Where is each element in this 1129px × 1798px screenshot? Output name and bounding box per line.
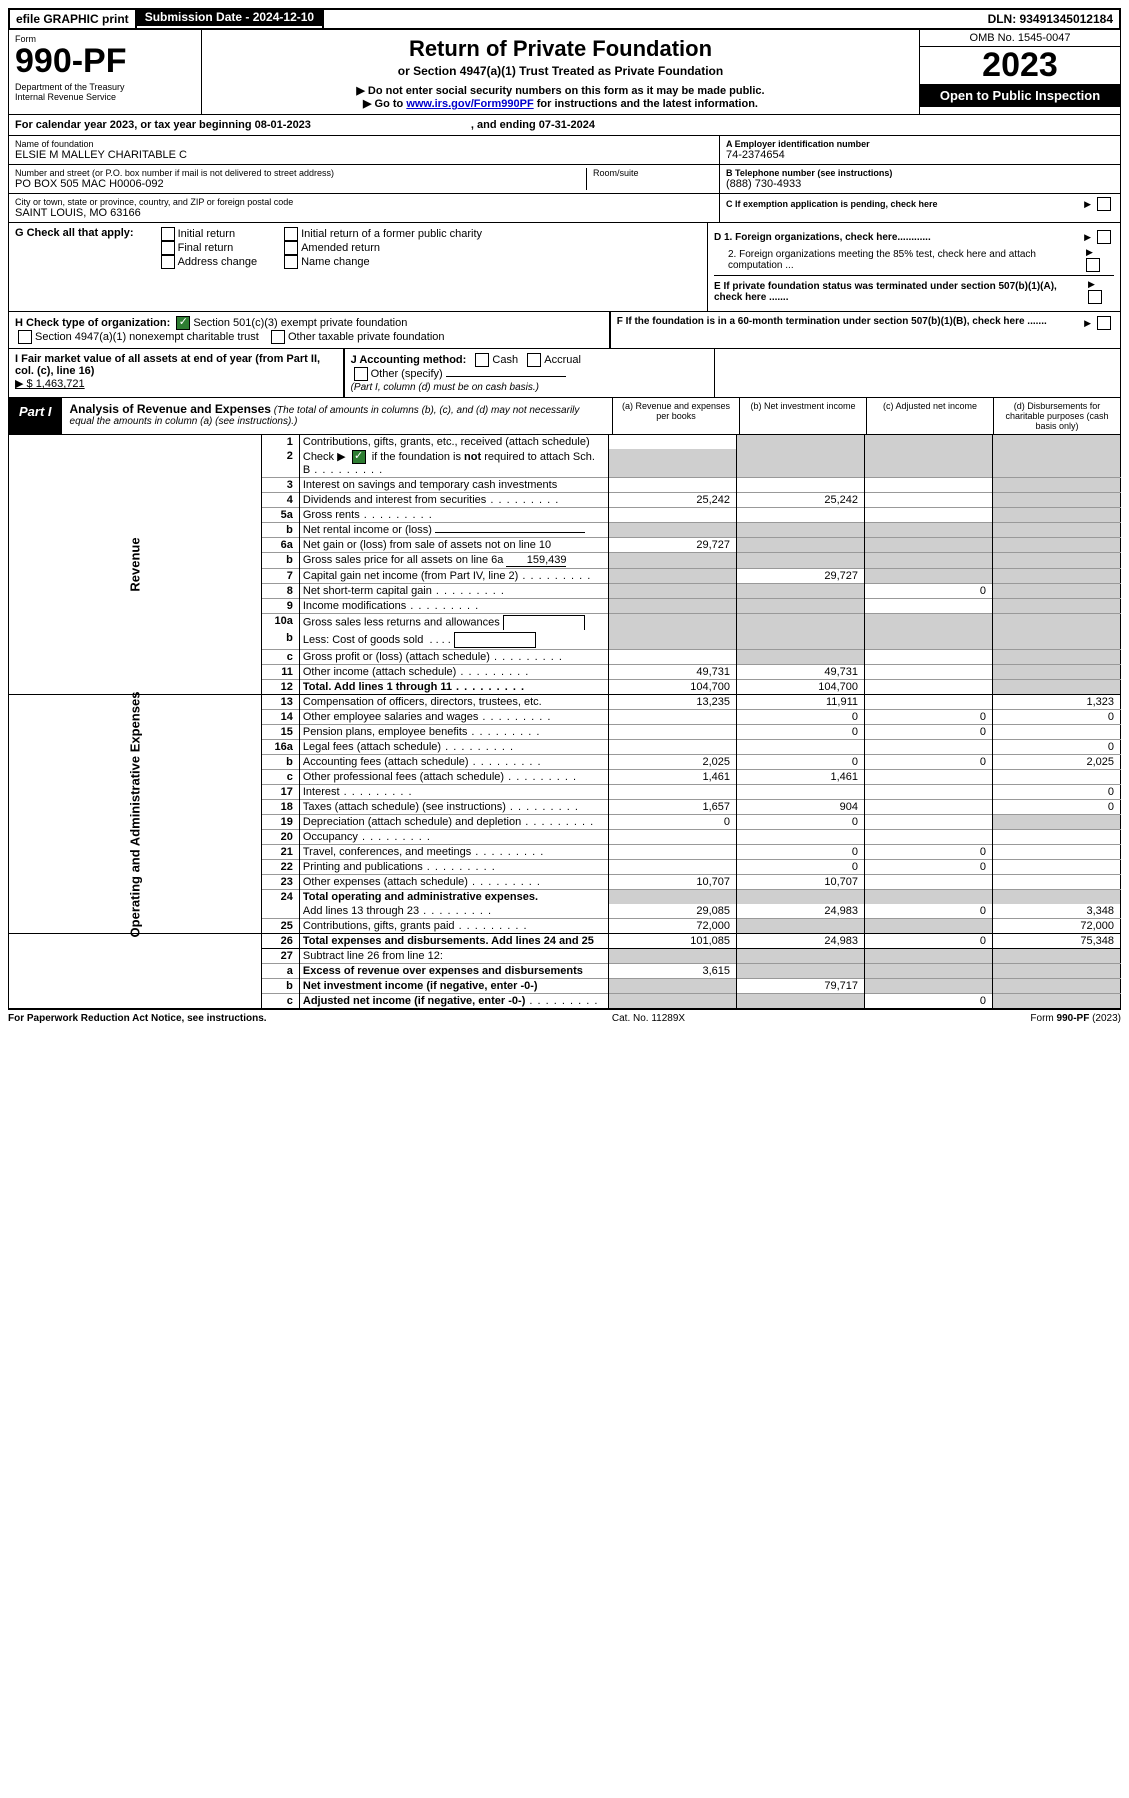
omb-number: OMB No. 1545-0047 bbox=[920, 30, 1120, 47]
exemption-pending-label: C If exemption application is pending, c… bbox=[726, 199, 938, 209]
dln-label: DLN: 93491345012184 bbox=[982, 10, 1119, 28]
accrual-cb[interactable] bbox=[527, 353, 541, 367]
h-other-cb[interactable] bbox=[271, 330, 285, 344]
street-address: PO BOX 505 MAC H0006-092 bbox=[15, 178, 586, 190]
h-label: H Check type of organization: bbox=[15, 317, 170, 329]
tax-year: 2023 bbox=[920, 47, 1120, 84]
irs-label: Internal Revenue Service bbox=[15, 92, 195, 102]
f-checkbox[interactable] bbox=[1097, 316, 1111, 330]
ssn-note: ▶ Do not enter social security numbers o… bbox=[210, 84, 911, 97]
name-change-cb[interactable] bbox=[284, 255, 298, 269]
i-label: I Fair market value of all assets at end… bbox=[15, 353, 320, 377]
initial-former-cb[interactable] bbox=[284, 227, 298, 241]
addr-label: Number and street (or P.O. box number if… bbox=[15, 168, 586, 178]
ein-value: 74-2374654 bbox=[726, 149, 1114, 161]
calendar-year-row: For calendar year 2023, or tax year begi… bbox=[8, 115, 1121, 136]
foundation-name: ELSIE M MALLEY CHARITABLE C bbox=[15, 149, 713, 161]
city-label: City or town, state or province, country… bbox=[15, 197, 713, 207]
e-checkbox[interactable] bbox=[1088, 290, 1102, 304]
open-inspection: Open to Public Inspection bbox=[920, 84, 1120, 107]
d2-checkbox[interactable] bbox=[1086, 258, 1100, 272]
paperwork-notice: For Paperwork Reduction Act Notice, see … bbox=[8, 1013, 267, 1024]
page-footer: For Paperwork Reduction Act Notice, see … bbox=[8, 1009, 1121, 1024]
amended-return-cb[interactable] bbox=[284, 241, 298, 255]
table-row: Operating and Administrative Expenses 13… bbox=[9, 695, 1121, 710]
part1-table: Revenue 1 Contributions, gifts, grants, … bbox=[8, 435, 1121, 1009]
room-label: Room/suite bbox=[593, 168, 713, 178]
col-d-header: (d) Disbursements for charitable purpose… bbox=[993, 398, 1120, 434]
form-title: Return of Private Foundation bbox=[210, 36, 911, 62]
name-label: Name of foundation bbox=[15, 139, 713, 149]
h-501c3-cb[interactable] bbox=[176, 316, 190, 330]
j-note: (Part I, column (d) must be on cash basi… bbox=[351, 382, 539, 393]
table-row: Revenue 1 Contributions, gifts, grants, … bbox=[9, 435, 1121, 449]
ein-label: A Employer identification number bbox=[726, 139, 1114, 149]
col-c-header: (c) Adjusted net income bbox=[866, 398, 993, 434]
phone-label: B Telephone number (see instructions) bbox=[726, 168, 1114, 178]
table-row: 26Total expenses and disbursements. Add … bbox=[9, 934, 1121, 949]
city-state-zip: SAINT LOUIS, MO 63166 bbox=[15, 207, 713, 219]
form-number: 990-PF bbox=[15, 44, 195, 78]
col-a-header: (a) Revenue and expenses per books bbox=[612, 398, 739, 434]
section-h-i-j: H Check type of organization: Section 50… bbox=[8, 311, 1121, 349]
form-link[interactable]: www.irs.gov/Form990PF bbox=[406, 98, 533, 110]
section-g-d: G Check all that apply: Initial return F… bbox=[8, 223, 1121, 311]
initial-return-cb[interactable] bbox=[161, 227, 175, 241]
section-i-j: I Fair market value of all assets at end… bbox=[8, 349, 1121, 398]
cash-cb[interactable] bbox=[475, 353, 489, 367]
exemption-checkbox[interactable] bbox=[1097, 197, 1111, 211]
efile-label[interactable]: efile GRAPHIC print bbox=[10, 10, 137, 28]
phone-value: (888) 730-4933 bbox=[726, 178, 1114, 190]
final-return-cb[interactable] bbox=[161, 241, 175, 255]
form-header: Form 990-PF Department of the Treasury I… bbox=[8, 30, 1121, 115]
d1-checkbox[interactable] bbox=[1097, 230, 1111, 244]
form-subtitle: or Section 4947(a)(1) Trust Treated as P… bbox=[210, 64, 911, 78]
j-label: J Accounting method: bbox=[351, 354, 467, 366]
address-change-cb[interactable] bbox=[161, 255, 175, 269]
submission-date: Submission Date - 2024-12-10 bbox=[137, 8, 322, 26]
part1-label: Part I bbox=[9, 398, 62, 434]
h-4947-cb[interactable] bbox=[18, 330, 32, 344]
top-bar: efile GRAPHIC print Submission Date - 20… bbox=[8, 8, 1121, 30]
identity-block: Name of foundation ELSIE M MALLEY CHARIT… bbox=[8, 136, 1121, 223]
cat-no: Cat. No. 11289X bbox=[612, 1013, 685, 1024]
g-label: G Check all that apply: bbox=[15, 227, 134, 239]
fmv-value: ▶ $ 1,463,721 bbox=[15, 378, 85, 390]
form-ref: Form 990-PF (2023) bbox=[1030, 1013, 1121, 1024]
part1-header: Part I Analysis of Revenue and Expenses … bbox=[8, 398, 1121, 435]
sch-b-cb[interactable] bbox=[352, 450, 366, 464]
dept-label: Department of the Treasury bbox=[15, 82, 195, 92]
other-method-cb[interactable] bbox=[354, 367, 368, 381]
col-b-header: (b) Net investment income bbox=[739, 398, 866, 434]
goto-note: ▶ Go to www.irs.gov/Form990PF for instru… bbox=[210, 97, 911, 110]
